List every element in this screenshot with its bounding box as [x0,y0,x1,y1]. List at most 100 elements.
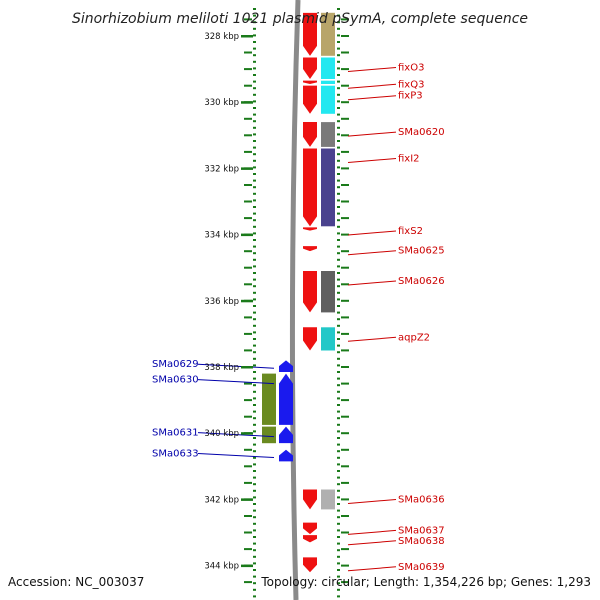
forward-gene-arrow[interactable] [303,271,317,313]
label-leader-line [347,250,397,256]
minor-tick [337,509,340,512]
gene-label[interactable]: SMa0626 [398,276,445,287]
forward-gene-arrow[interactable] [303,80,317,84]
label-leader-line [347,83,397,89]
forward-gene-arrow[interactable] [303,535,317,543]
reverse-gene-arrow[interactable] [279,449,293,462]
reverse-gene-arrow[interactable] [279,360,293,372]
gene-label[interactable]: SMa0620 [398,127,445,138]
gene-label[interactable]: fixS2 [398,226,423,237]
gene-label[interactable]: SMa0629 [152,359,199,370]
forward-gene-arrow[interactable] [303,227,317,231]
label-leader-line [347,499,397,504]
forward-gene-arrow[interactable] [303,12,317,56]
gene-label[interactable]: SMa0638 [398,536,445,547]
gene-label[interactable]: SMa0630 [152,375,199,386]
label-leader-line [197,379,275,385]
major-tick [244,316,252,319]
major-tick [244,332,252,335]
gene-label[interactable]: fixO3 [398,63,424,74]
minor-tick [337,47,340,50]
minor-tick [337,120,340,123]
minor-tick [337,146,340,149]
minor-tick [337,582,340,585]
minor-tick [253,489,256,492]
label-leader-line [347,230,397,236]
forward-gene-arrow[interactable] [303,122,317,147]
kbp-label: 344 kbp [204,562,239,572]
minor-tick [337,298,340,301]
backbone-line [289,0,301,600]
major-tick [244,382,252,385]
gene-label[interactable]: SMa0639 [398,562,445,573]
major-tick [244,217,252,220]
minor-tick [337,179,340,182]
minor-tick [337,186,340,189]
major-tick [341,481,349,484]
minor-tick [253,569,256,571]
major-tick [341,465,349,468]
gene-label[interactable]: SMa0637 [398,525,445,536]
minor-tick [337,192,340,195]
label-leader-line [347,566,397,572]
reverse-gene-arrow[interactable] [279,426,293,444]
minor-tick [337,437,340,439]
minor-tick [337,390,340,393]
minor-tick [253,483,256,486]
minor-tick [337,417,340,420]
minor-tick [337,463,340,466]
cog-bar [321,489,335,510]
reverse-gene-arrow[interactable] [279,373,293,425]
minor-tick [253,252,256,255]
forward-gene-arrow[interactable] [303,57,317,80]
minor-tick [253,562,256,565]
minor-tick [337,351,340,354]
gene-label[interactable]: SMa0631 [152,428,199,439]
major-tick [341,68,349,71]
minor-tick [337,67,340,70]
minor-tick [253,595,256,598]
minor-tick [253,100,256,103]
minor-tick [253,199,256,202]
minor-tick [253,331,256,334]
minor-tick [337,245,340,248]
label-leader-line [347,540,397,546]
gene-label[interactable]: aqpZ2 [398,332,430,343]
minor-tick [337,140,340,142]
kbp-scale: 328 kbp 330 kbp 332 kbp 334 kbp 336 kbp 338 k… [204,32,253,572]
forward-gene-arrow[interactable] [303,557,317,573]
label-leader-line [347,336,397,342]
minor-tick [337,93,340,96]
forward-gene-arrow[interactable] [303,489,317,510]
minor-tick [253,404,256,406]
gene-label[interactable]: SMa0636 [398,495,445,506]
minor-tick [337,305,340,307]
minor-tick [337,8,340,10]
major-tick [341,366,349,368]
major-tick [341,84,349,87]
minor-tick [253,364,256,367]
gene-label[interactable]: fixP3 [398,91,423,102]
major-tick [341,117,349,120]
minor-tick [253,529,256,532]
gene-arrows [279,12,317,573]
major-tick [341,51,349,54]
forward-gene-arrow[interactable] [303,246,317,252]
gene-label[interactable]: SMa0633 [152,449,199,460]
major-tick [244,283,252,286]
minor-tick [253,588,256,591]
gene-label[interactable]: fixI2 [398,154,420,165]
forward-gene-arrow[interactable] [303,148,317,227]
minor-tick [253,430,256,433]
minor-tick [253,186,256,189]
minor-tick [337,595,340,598]
gene-label[interactable]: fixQ3 [398,79,424,90]
gene-label[interactable]: SMa0625 [398,246,445,257]
minor-tick [337,476,340,479]
forward-gene-arrow[interactable] [303,522,317,535]
minor-tick [337,489,340,492]
forward-gene-arrow[interactable] [303,85,317,114]
minor-tick [253,450,256,453]
major-tick [341,217,349,220]
forward-gene-arrow[interactable] [303,327,317,351]
